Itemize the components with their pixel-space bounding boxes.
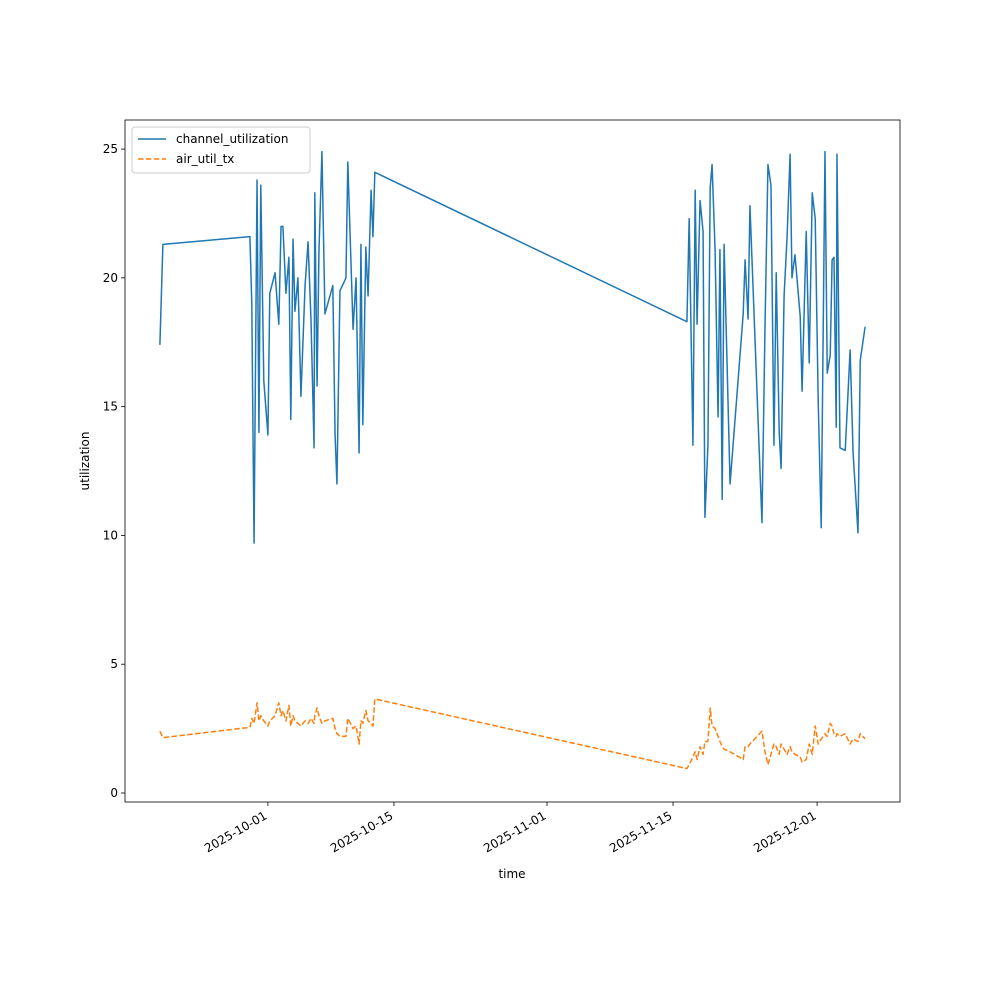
y-tick-label: 5 xyxy=(110,657,118,671)
series-line xyxy=(159,698,866,770)
y-tick-label: 20 xyxy=(103,271,118,285)
x-tick-label: 2025-10-01 xyxy=(202,808,269,855)
x-axis-label: time xyxy=(498,867,525,881)
series-line xyxy=(159,150,866,544)
y-tick-label: 25 xyxy=(103,142,118,156)
x-tick-label: 2025-12-01 xyxy=(751,808,818,855)
x-tick-label: 2025-10-15 xyxy=(328,808,395,855)
y-tick-label: 10 xyxy=(103,528,118,542)
y-tick-label: 15 xyxy=(103,400,118,414)
x-tick-label: 2025-11-01 xyxy=(481,808,548,855)
legend-box xyxy=(131,126,311,174)
plot-frame xyxy=(124,119,901,803)
legend-label: channel_utilization xyxy=(176,132,288,146)
y-axis-label: utilization xyxy=(78,432,92,491)
x-tick-label: 2025-11-15 xyxy=(607,808,674,855)
y-tick-label: 0 xyxy=(110,786,118,800)
legend-label: air_util_tx xyxy=(176,152,234,166)
